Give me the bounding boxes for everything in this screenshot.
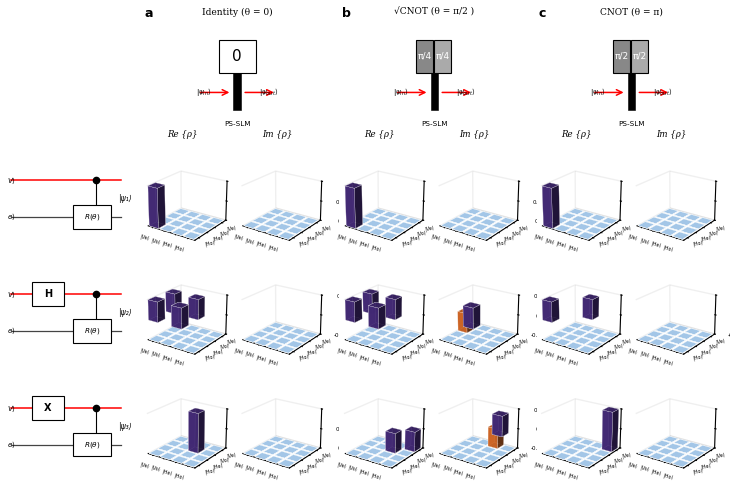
Text: a: a — [145, 7, 153, 20]
Text: Re {ρ}: Re {ρ} — [364, 130, 395, 139]
Bar — [32, 283, 64, 306]
Text: |ψ₃⟩: |ψ₃⟩ — [118, 422, 132, 431]
Bar — [32, 396, 64, 420]
Bar — [219, 40, 256, 73]
Text: CNOT (θ = π): CNOT (θ = π) — [600, 7, 663, 16]
Text: $e\rangle$: $e\rangle$ — [7, 211, 16, 222]
Bar — [431, 73, 438, 110]
Text: b: b — [342, 7, 350, 20]
Text: $e\rangle$: $e\rangle$ — [7, 439, 16, 450]
Text: $|\psi_{in}\rangle$: $|\psi_{in}\rangle$ — [196, 87, 212, 99]
Text: X: X — [44, 403, 52, 413]
Text: 0: 0 — [232, 49, 242, 64]
Text: c: c — [539, 7, 546, 20]
Bar — [631, 40, 648, 73]
Text: $R(\theta)$: $R(\theta)$ — [83, 440, 100, 449]
Text: $V\rangle$: $V\rangle$ — [7, 402, 17, 414]
Text: $|\psi_{out}\rangle$: $|\psi_{out}\rangle$ — [259, 87, 278, 99]
Text: $R(\theta)$: $R(\theta)$ — [83, 326, 100, 336]
Bar — [73, 205, 111, 229]
Text: PS-SLM: PS-SLM — [421, 121, 447, 127]
Text: √CNOT (θ = π/2 ): √CNOT (θ = π/2 ) — [394, 7, 475, 16]
Bar — [434, 40, 451, 73]
Text: PS-SLM: PS-SLM — [224, 121, 250, 127]
Bar — [628, 73, 635, 110]
Text: $|\psi_{out}\rangle$: $|\psi_{out}\rangle$ — [653, 87, 672, 99]
Text: Im {ρ}: Im {ρ} — [261, 130, 292, 139]
Text: Identity (θ = 0): Identity (θ = 0) — [202, 7, 272, 16]
Text: $e\rangle$: $e\rangle$ — [7, 325, 16, 336]
Text: π/4: π/4 — [436, 52, 450, 61]
Text: $|\psi_{in}\rangle$: $|\psi_{in}\rangle$ — [591, 87, 606, 99]
Bar — [613, 40, 630, 73]
Text: $V\rangle$: $V\rangle$ — [7, 289, 17, 300]
Bar — [234, 73, 241, 110]
Text: π/4: π/4 — [418, 52, 431, 61]
Text: $|\psi_{in}\rangle$: $|\psi_{in}\rangle$ — [393, 87, 409, 99]
Bar — [73, 433, 111, 456]
Text: π/2: π/2 — [633, 52, 647, 61]
Text: PS-SLM: PS-SLM — [618, 121, 645, 127]
Text: H: H — [44, 289, 52, 299]
Text: Re {ρ}: Re {ρ} — [167, 130, 198, 139]
Text: π/2: π/2 — [615, 52, 629, 61]
Text: $V\rangle$: $V\rangle$ — [7, 175, 17, 186]
Text: Re {ρ}: Re {ρ} — [561, 130, 592, 139]
Text: $|\psi_{out}\rangle$: $|\psi_{out}\rangle$ — [456, 87, 475, 99]
Bar — [73, 319, 111, 343]
Text: |ψ₁⟩: |ψ₁⟩ — [118, 194, 132, 203]
Text: $R(\theta)$: $R(\theta)$ — [83, 212, 100, 222]
Text: |ψ₂⟩: |ψ₂⟩ — [118, 308, 132, 317]
Text: Im {ρ}: Im {ρ} — [458, 130, 489, 139]
Bar — [416, 40, 433, 73]
Text: Im {ρ}: Im {ρ} — [656, 130, 686, 139]
